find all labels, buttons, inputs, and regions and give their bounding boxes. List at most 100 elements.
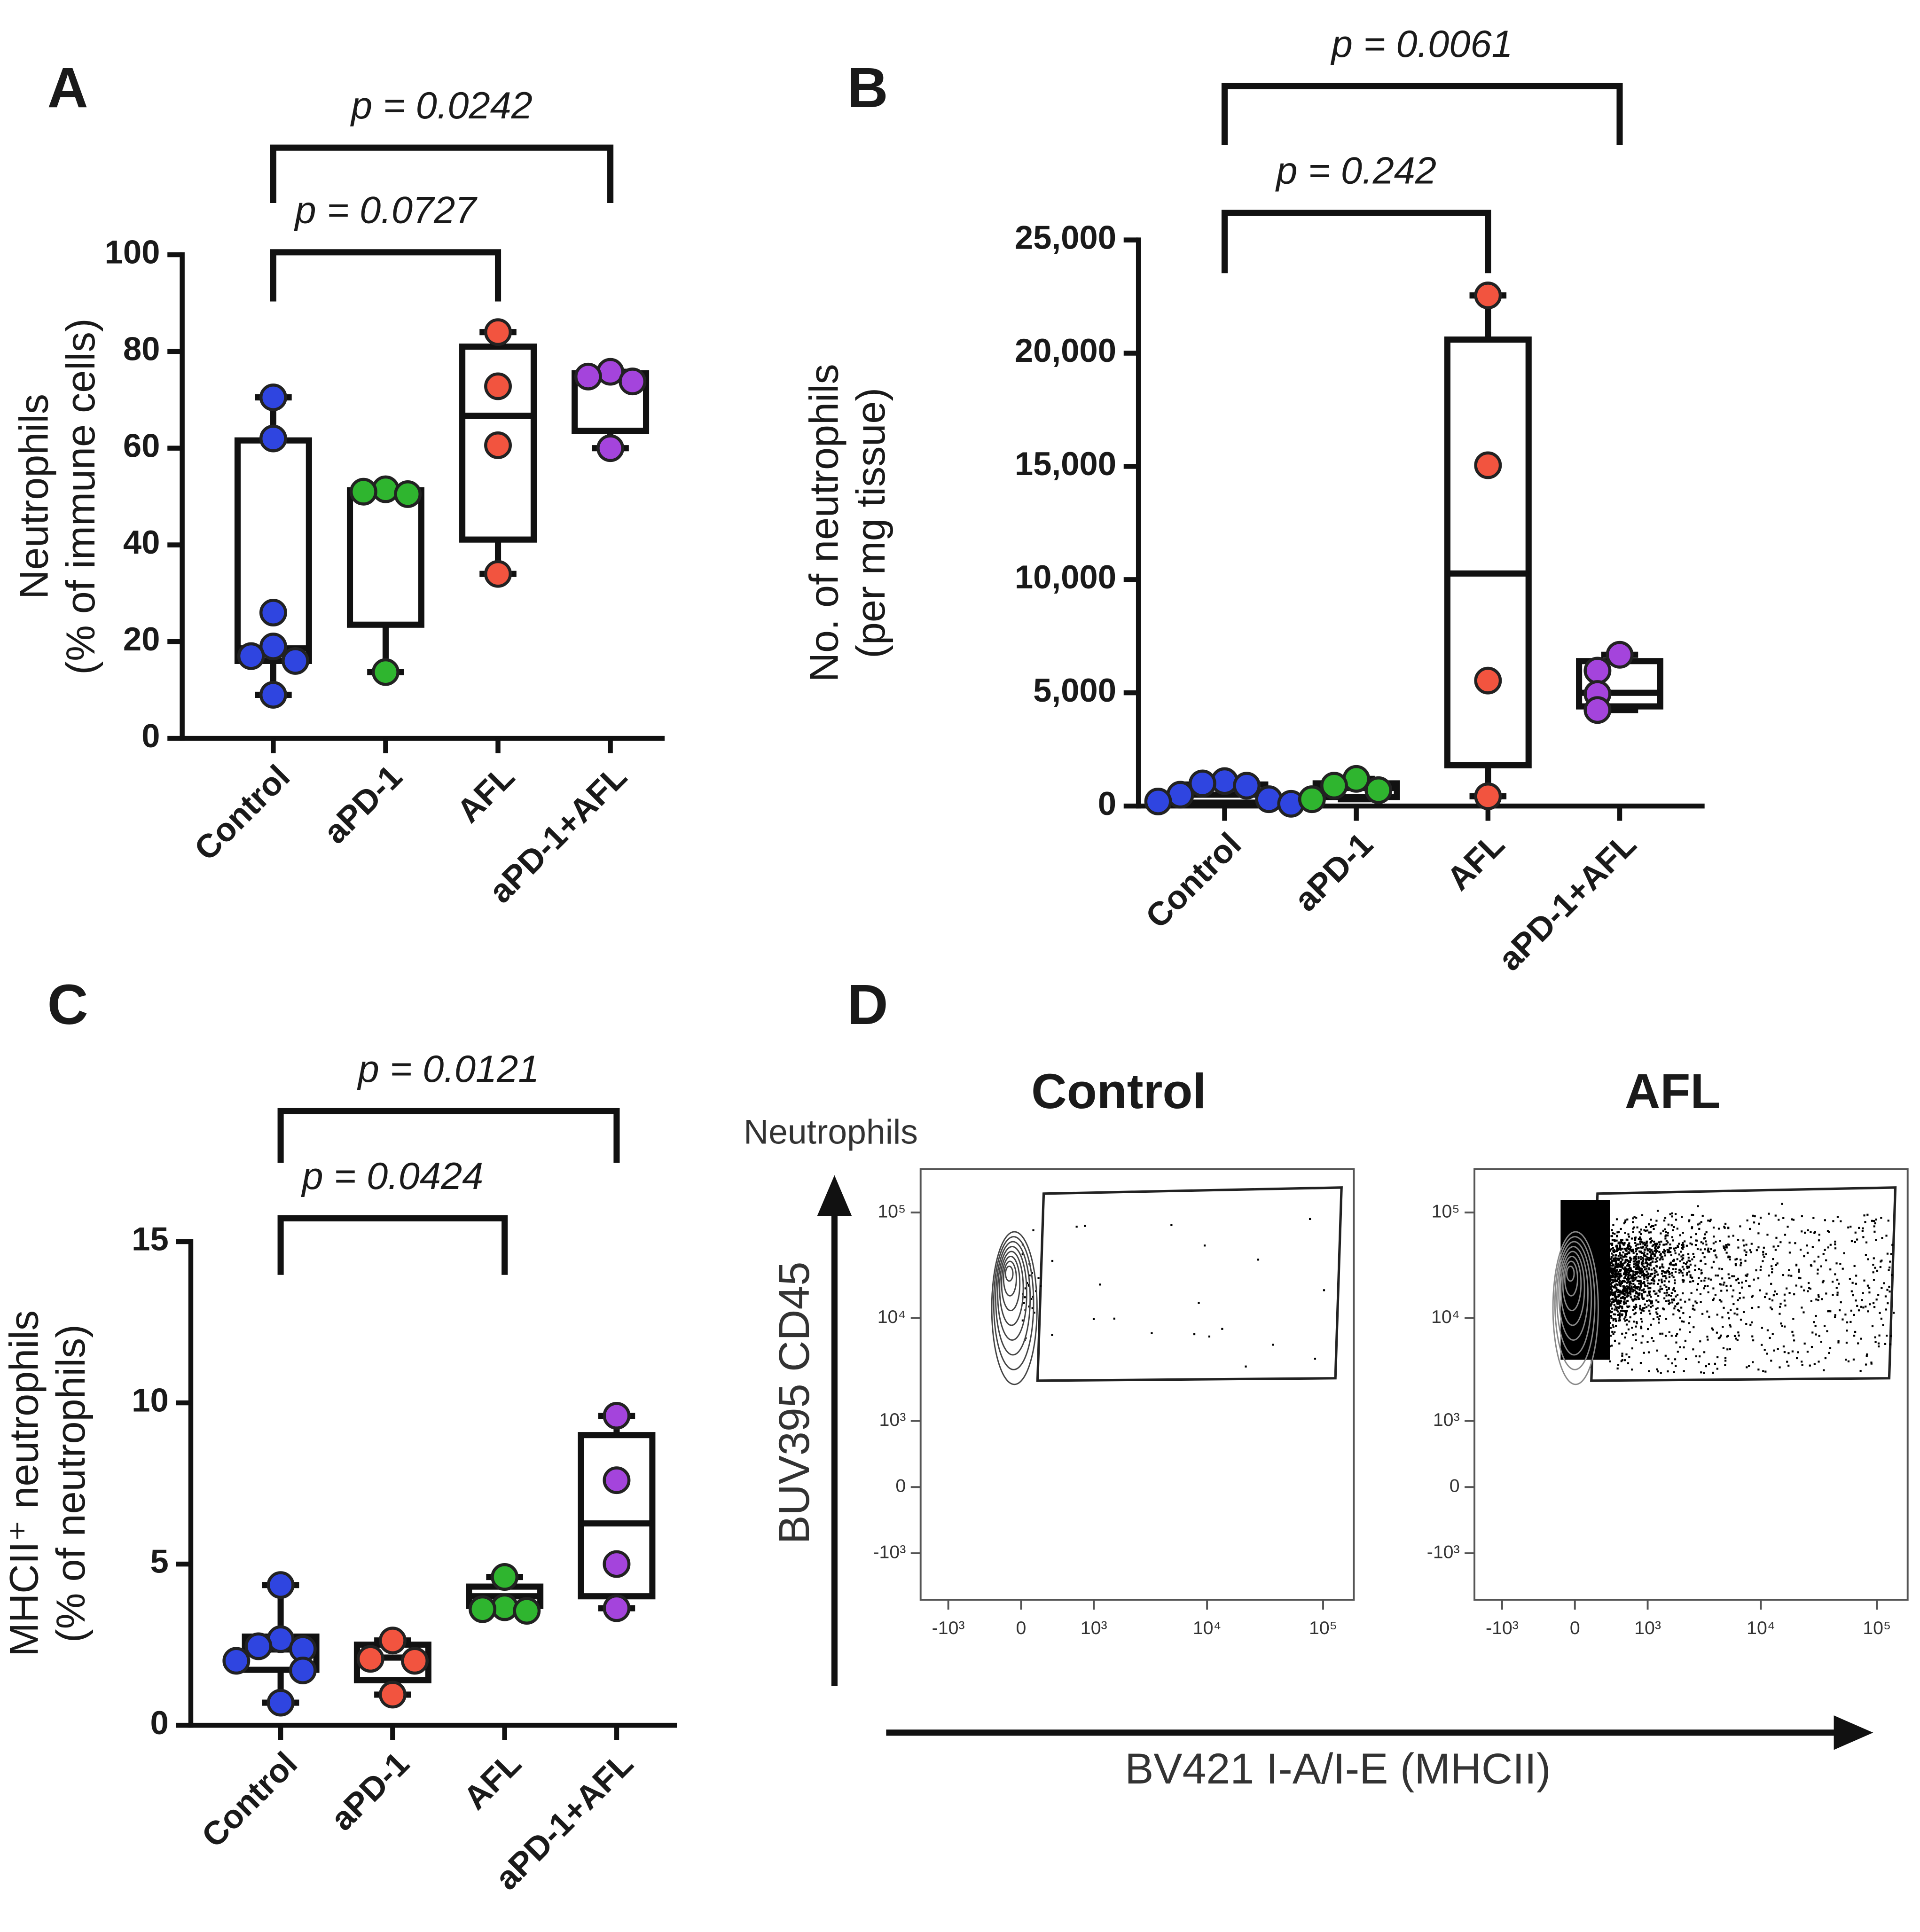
event-dot <box>1661 1270 1663 1273</box>
event-dot <box>1641 1294 1643 1297</box>
event-dot <box>1623 1280 1625 1283</box>
event-dot <box>1853 1265 1856 1267</box>
event-dot <box>1834 1243 1836 1245</box>
event-dot <box>1631 1290 1633 1293</box>
event-dot <box>1650 1219 1652 1221</box>
event-dot <box>1810 1345 1813 1348</box>
event-dot <box>1766 1234 1769 1236</box>
event-dot <box>1655 1265 1658 1267</box>
event-dot <box>1636 1287 1639 1290</box>
event-dot <box>1694 1300 1697 1303</box>
event-dot <box>1820 1265 1822 1267</box>
event-dot <box>1673 1259 1675 1262</box>
event-dot <box>1829 1268 1832 1271</box>
event-dot <box>1623 1222 1626 1225</box>
event-dot <box>1750 1251 1753 1253</box>
event-dot <box>1791 1350 1794 1353</box>
event-dot <box>1609 1277 1611 1280</box>
x-tick-label: 10⁵ <box>1309 1618 1337 1638</box>
event-dot <box>1657 1273 1659 1276</box>
event-dot <box>1705 1244 1708 1246</box>
event-dot <box>1657 1245 1660 1248</box>
event-dot <box>1639 1270 1642 1273</box>
event-dot <box>1678 1271 1681 1274</box>
event-dot <box>1612 1264 1614 1267</box>
event-dot <box>1687 1256 1690 1259</box>
event-dot <box>1612 1254 1614 1257</box>
event-dot <box>1679 1234 1681 1236</box>
event-dot <box>1636 1260 1638 1263</box>
event-dot <box>1611 1252 1613 1255</box>
event-dot <box>1626 1282 1628 1284</box>
event-dot <box>1824 1357 1826 1360</box>
event-dot <box>1630 1250 1633 1252</box>
event-dot <box>1638 1237 1641 1240</box>
data-point <box>1364 776 1393 804</box>
event-dot <box>1680 1255 1683 1258</box>
event-dot <box>1636 1280 1639 1282</box>
event-dot <box>1656 1349 1659 1352</box>
event-dot <box>1826 1230 1829 1232</box>
event-dot <box>1698 1228 1701 1230</box>
event-dot <box>1674 1250 1676 1252</box>
event-dot <box>1788 1251 1791 1254</box>
event-dot <box>1654 1269 1656 1272</box>
event-dot <box>1773 1349 1775 1352</box>
event-dot <box>1725 1289 1728 1292</box>
event-dot <box>1635 1255 1638 1258</box>
event-dot <box>1739 1225 1741 1228</box>
event-dot <box>1746 1219 1748 1221</box>
event-dot <box>1671 1362 1673 1365</box>
event-dot <box>1737 1239 1740 1241</box>
event-dot <box>1779 1241 1782 1244</box>
event-dot <box>1808 1287 1810 1289</box>
event-dot <box>1629 1249 1631 1251</box>
event-dot <box>1641 1268 1643 1270</box>
event-dot <box>1616 1269 1618 1271</box>
event-dot <box>1710 1248 1712 1250</box>
event-dot <box>1619 1273 1622 1275</box>
event-dot <box>1817 1255 1820 1258</box>
event-dot <box>1611 1311 1613 1313</box>
event-dot <box>1619 1302 1622 1304</box>
event-dot <box>1691 1243 1693 1245</box>
event-dot <box>1676 1258 1678 1260</box>
event-dot <box>1763 1349 1766 1351</box>
event-dot <box>1643 1254 1645 1257</box>
data-point <box>513 1597 541 1625</box>
event-dot <box>1622 1244 1625 1246</box>
event-dot <box>1762 1370 1764 1372</box>
event-dot <box>1746 1273 1749 1275</box>
event-dot <box>1611 1243 1614 1245</box>
event-dot <box>1684 1300 1686 1303</box>
event-dot <box>1782 1345 1785 1348</box>
event-dot <box>1630 1275 1633 1277</box>
y-tick-label: 10 <box>132 1382 169 1419</box>
event-dot <box>1646 1270 1648 1273</box>
event-dot <box>1753 1278 1755 1281</box>
event-dot <box>1636 1296 1638 1298</box>
event-dot <box>1757 1232 1760 1235</box>
event-dot <box>1787 1226 1789 1228</box>
event-dot <box>1649 1275 1652 1277</box>
event-dot <box>1765 1292 1768 1295</box>
event-dot <box>1728 1277 1731 1279</box>
event-dot <box>1614 1265 1616 1267</box>
event-dot <box>1724 1227 1726 1229</box>
event-dot <box>1879 1266 1881 1268</box>
event-dot <box>1633 1256 1636 1259</box>
event-dot <box>1610 1335 1612 1337</box>
event-dot <box>1719 1240 1721 1242</box>
event-dot <box>1845 1341 1848 1344</box>
event-dot <box>1661 1258 1664 1260</box>
event-dot <box>1613 1300 1615 1302</box>
event-dot <box>1733 1275 1735 1277</box>
event-dot <box>1676 1294 1679 1296</box>
event-dot <box>1722 1283 1724 1286</box>
event-dot <box>1624 1219 1627 1221</box>
event-dot <box>1610 1292 1613 1295</box>
event-dot <box>1675 1341 1677 1344</box>
event-dot <box>1610 1268 1612 1271</box>
event-dot <box>1791 1330 1794 1333</box>
event-dot <box>1698 1361 1700 1363</box>
